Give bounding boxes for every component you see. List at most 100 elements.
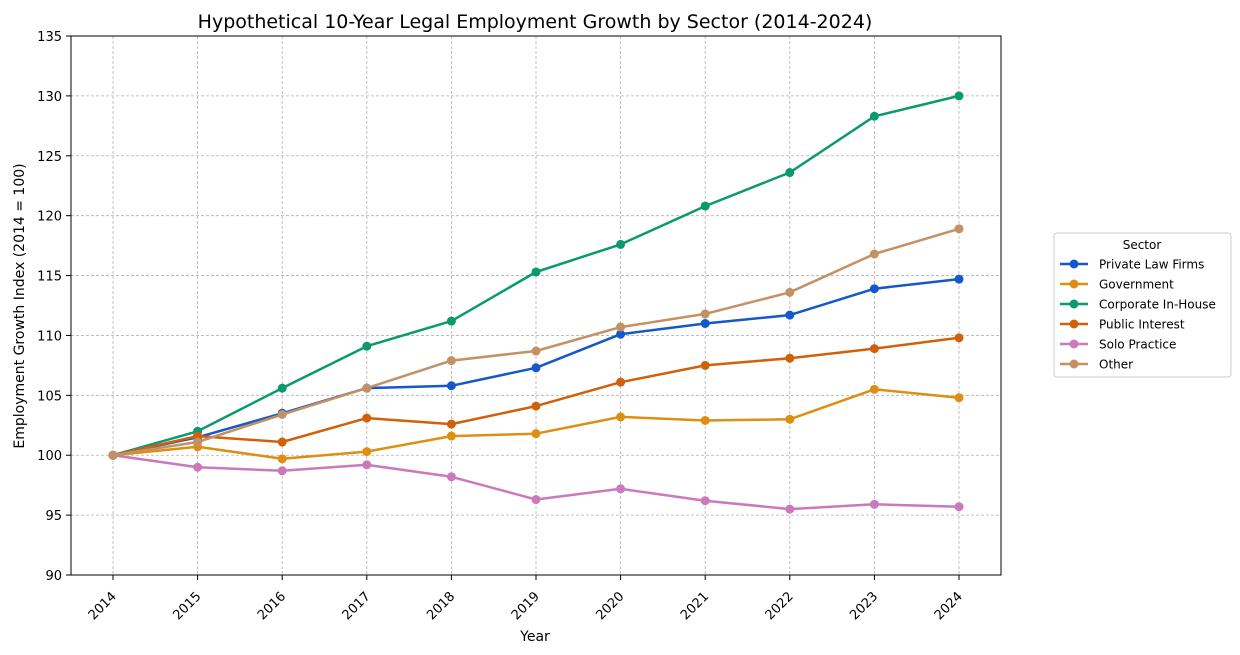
data-point-private-law-firms-2018 [446,381,456,391]
axis-ticks: 90 95 100 105 110 115 120 125 130 135 2014 2015 2016… [37,30,966,623]
data-point-solo-practice-2017 [362,460,372,470]
x-tick-label: 2023 [847,589,881,623]
legend-swatch-marker [1069,359,1079,369]
data-point-other-2014 [108,450,118,460]
legend-label: Corporate In-House [1099,298,1216,312]
legend-label: Private Law Firms [1099,258,1204,272]
data-point-government-2017 [362,447,372,457]
data-point-government-2023 [869,384,879,394]
data-point-public-interest-2016 [277,437,287,447]
data-point-corporate-in-house-2022 [785,168,795,178]
series-lines [108,91,964,514]
data-point-private-law-firms-2024 [954,274,964,284]
x-tick-label: 2024 [932,589,966,623]
data-point-private-law-firms-2019 [531,363,541,373]
legend-items: Private Law Firms Government Corporate In-… [1060,258,1216,372]
y-tick-label: 125 [37,150,62,165]
x-tick-label: 2014 [86,589,120,623]
legend-swatch-marker [1069,279,1079,289]
data-point-public-interest-2022 [785,353,795,363]
x-tick-label: 2018 [424,589,458,623]
data-point-public-interest-2024 [954,333,964,343]
series-solo-practice [108,450,964,514]
y-tick-label: 100 [37,449,62,464]
legend-label: Government [1099,278,1174,292]
x-tick-label: 2021 [678,589,712,623]
data-point-other-2021 [700,309,710,319]
data-point-government-2024 [954,393,964,403]
y-tick-label: 135 [37,30,62,45]
legend-item-private-law-firms: Private Law Firms [1060,258,1204,272]
data-point-solo-practice-2016 [277,466,287,476]
legend-label: Solo Practice [1099,338,1176,352]
data-point-solo-practice-2021 [700,496,710,506]
x-tick-label: 2022 [763,589,797,623]
legend-item-public-interest: Public Interest [1060,318,1185,332]
data-point-corporate-in-house-2020 [616,239,626,249]
x-tick-label: 2019 [509,589,543,623]
y-tick-label: 110 [37,329,62,344]
data-point-other-2015 [193,437,203,447]
legend-box [1053,232,1232,378]
data-point-corporate-in-house-2019 [531,267,541,277]
data-point-private-law-firms-2023 [869,284,879,294]
data-point-corporate-in-house-2017 [362,341,372,351]
x-tick-label: 2020 [593,589,627,623]
legend-swatch-marker [1069,299,1079,309]
data-point-government-2016 [277,454,287,464]
data-point-solo-practice-2024 [954,502,964,512]
chart-title: Hypothetical 10-Year Legal Employment Gr… [198,11,873,33]
data-point-government-2019 [531,429,541,439]
series-other [108,224,964,460]
data-point-private-law-firms-2020 [616,329,626,339]
data-point-government-2021 [700,415,710,425]
data-point-public-interest-2018 [446,419,456,429]
legend-label: Other [1099,358,1133,372]
data-point-corporate-in-house-2024 [954,91,964,101]
y-tick-label: 120 [37,210,62,225]
y-axis-label: Employment Growth Index (2014 = 100) [12,163,28,448]
legend-item-other: Other [1060,358,1133,372]
data-point-public-interest-2019 [531,401,541,411]
data-point-public-interest-2023 [869,344,879,354]
data-point-solo-practice-2022 [785,504,795,514]
legend-swatch-marker [1069,259,1079,269]
legend-label: Public Interest [1099,318,1185,332]
data-point-other-2016 [277,409,287,419]
data-point-private-law-firms-2022 [785,310,795,320]
data-point-other-2022 [785,287,795,297]
y-tick-label: 95 [45,509,62,524]
data-point-corporate-in-house-2023 [869,111,879,121]
y-tick-label: 115 [37,270,62,285]
legend: Sector Private Law Firms Government Corpor… [1053,232,1232,378]
x-axis-label: Year [519,629,550,645]
data-point-public-interest-2021 [700,360,710,370]
data-point-government-2018 [446,431,456,441]
data-point-other-2023 [869,249,879,259]
data-point-other-2017 [362,383,372,393]
y-tick-label: 130 [37,90,62,105]
data-point-corporate-in-house-2018 [446,316,456,326]
legend-item-solo-practice: Solo Practice [1060,338,1176,352]
grid [71,35,1001,576]
data-point-solo-practice-2020 [616,484,626,494]
data-point-corporate-in-house-2016 [277,383,287,393]
legend-swatch-marker [1069,319,1079,329]
data-point-public-interest-2017 [362,413,372,423]
data-point-public-interest-2020 [616,377,626,387]
data-point-solo-practice-2015 [193,462,203,472]
x-tick-label: 2015 [170,589,204,623]
data-point-other-2019 [531,346,541,356]
data-point-other-2024 [954,224,964,234]
data-point-private-law-firms-2021 [700,318,710,328]
data-point-other-2020 [616,322,626,332]
y-tick-label: 105 [37,389,62,404]
x-tick-label: 2016 [255,589,289,623]
legend-item-corporate-in-house: Corporate In-House [1060,298,1216,312]
x-tick-label: 2017 [340,589,374,623]
y-tick-label: 90 [45,569,62,584]
data-point-solo-practice-2023 [869,499,879,509]
legend-item-government: Government [1060,278,1174,292]
data-point-solo-practice-2019 [531,495,541,505]
